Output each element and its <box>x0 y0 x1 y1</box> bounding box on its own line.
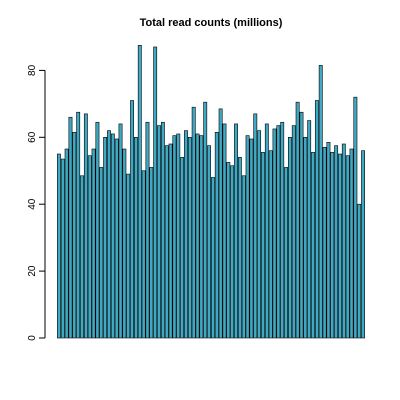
bar-30 <box>168 143 173 339</box>
bar-24 <box>145 121 150 339</box>
bar-14 <box>107 130 111 339</box>
bar-8 <box>83 113 88 339</box>
bar-72 <box>330 152 335 339</box>
bar-41 <box>211 177 215 339</box>
bar-47 <box>234 123 238 339</box>
bar-35 <box>187 137 192 339</box>
bar-34 <box>184 130 188 339</box>
bar-23 <box>141 170 146 339</box>
bar-28 <box>160 121 165 339</box>
bar-68 <box>314 100 319 339</box>
y-tick-label-80: 80 <box>27 64 38 76</box>
bar-11 <box>95 121 100 339</box>
bar-12 <box>99 167 104 339</box>
bar-79 <box>357 203 362 339</box>
bar-73 <box>334 145 339 339</box>
bar-57 <box>272 128 277 339</box>
bar-55 <box>264 123 269 339</box>
bar-26 <box>153 46 158 339</box>
bar-21 <box>134 137 138 339</box>
bar-29 <box>164 145 169 339</box>
bar-19 <box>126 173 131 339</box>
bar-66 <box>307 120 312 339</box>
bar-5 <box>72 131 77 339</box>
bar-76 <box>345 155 350 339</box>
bar-38 <box>199 135 204 339</box>
bar-17 <box>118 123 123 339</box>
bar-46 <box>230 165 235 339</box>
bar-75 <box>341 143 346 339</box>
y-axis: 0 20 40 60 80 <box>27 64 46 341</box>
bar-52 <box>253 113 258 339</box>
bar-3 <box>64 148 69 339</box>
bar-25 <box>149 167 154 339</box>
bars-group <box>57 45 365 339</box>
bar-60 <box>284 167 288 339</box>
bar-16 <box>114 138 119 339</box>
y-tick-label-40: 40 <box>27 198 38 210</box>
bar-53 <box>257 130 262 339</box>
bar-77 <box>349 148 354 339</box>
bar-6 <box>76 111 81 339</box>
bar-45 <box>226 162 231 339</box>
bar-59 <box>280 121 285 339</box>
bar-15 <box>110 133 115 339</box>
bar-56 <box>268 150 273 339</box>
bar-80 <box>361 150 365 339</box>
bar-74 <box>338 153 342 339</box>
y-tick-label-60: 60 <box>27 131 38 143</box>
bar-32 <box>176 133 181 339</box>
bar-27 <box>157 125 161 339</box>
bar-70 <box>322 147 327 339</box>
bar-4 <box>68 116 73 339</box>
bar-2 <box>60 158 65 339</box>
bar-49 <box>241 175 246 339</box>
bar-64 <box>299 111 304 339</box>
bar-78 <box>353 96 358 339</box>
bar-1 <box>57 153 61 339</box>
bar-33 <box>180 157 185 339</box>
bar-65 <box>303 137 308 339</box>
bar-40 <box>207 145 211 339</box>
bar-42 <box>214 131 219 339</box>
bar-18 <box>122 148 127 339</box>
bar-48 <box>237 157 242 339</box>
bar-71 <box>326 142 331 339</box>
bar-54 <box>261 152 265 339</box>
bar-37 <box>195 133 200 339</box>
chart-title: Total read counts (millions) <box>140 17 283 29</box>
bar-9 <box>87 155 92 339</box>
bar-10 <box>91 148 96 339</box>
y-tick-label-20: 20 <box>27 265 38 277</box>
y-tick-label-0: 0 <box>27 335 38 341</box>
bar-62 <box>291 125 296 339</box>
bar-22 <box>137 45 142 339</box>
bar-63 <box>295 101 300 339</box>
bar-61 <box>288 137 292 339</box>
bar-50 <box>245 135 250 339</box>
bar-69 <box>318 65 323 339</box>
bar-20 <box>130 100 134 339</box>
bar-58 <box>276 125 281 339</box>
bar-67 <box>311 152 315 339</box>
bar-13 <box>103 137 108 339</box>
bar-43 <box>218 108 223 339</box>
bar-7 <box>80 175 84 339</box>
bar-31 <box>172 135 177 339</box>
bar-51 <box>249 138 254 339</box>
bar-36 <box>191 106 196 339</box>
bar-39 <box>203 101 208 339</box>
bar-44 <box>222 123 227 339</box>
